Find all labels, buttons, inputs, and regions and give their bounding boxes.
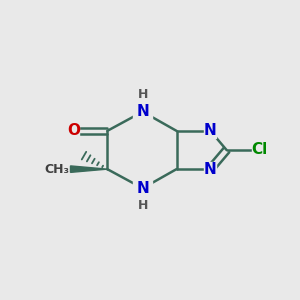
Text: N: N <box>136 181 149 196</box>
Text: N: N <box>136 104 149 119</box>
Bar <box>205 162 216 176</box>
Polygon shape <box>70 166 107 172</box>
Bar <box>205 124 216 138</box>
Text: H: H <box>137 88 148 101</box>
Bar <box>68 124 79 138</box>
Text: O: O <box>67 123 80 138</box>
Bar <box>252 142 266 158</box>
Text: CH₃: CH₃ <box>44 163 69 176</box>
Text: H: H <box>137 199 148 212</box>
Bar <box>133 104 152 119</box>
Text: N: N <box>204 123 217 138</box>
Text: Cl: Cl <box>251 142 267 158</box>
Bar <box>133 181 152 196</box>
Text: N: N <box>204 162 217 177</box>
